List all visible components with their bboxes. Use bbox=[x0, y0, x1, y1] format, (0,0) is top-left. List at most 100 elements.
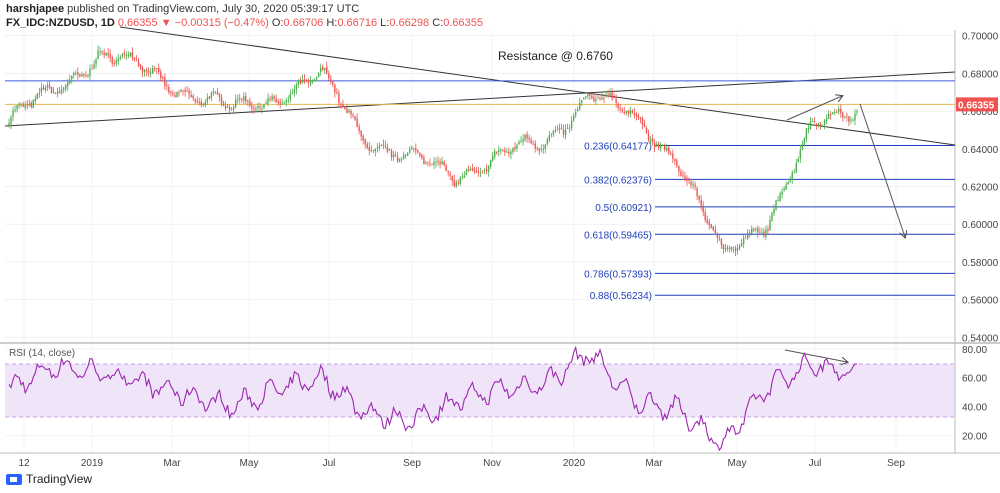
candle-body bbox=[538, 148, 540, 151]
candle-body bbox=[42, 87, 45, 90]
candle-body bbox=[386, 146, 389, 152]
candle-body bbox=[247, 100, 249, 102]
candle-body bbox=[746, 232, 749, 239]
candle-body bbox=[712, 226, 715, 231]
candle-body bbox=[502, 149, 504, 151]
candle-body bbox=[599, 98, 601, 99]
candle-body bbox=[730, 247, 733, 250]
candle-body bbox=[352, 114, 354, 116]
candle-body bbox=[475, 170, 478, 173]
candle-body bbox=[220, 97, 223, 104]
candle-body bbox=[350, 110, 352, 115]
axes: 0.70000 0.68000 0.66000 0.64000 0.62000 0.600… bbox=[18, 32, 998, 469]
candle-body bbox=[601, 97, 603, 100]
candle-body bbox=[263, 103, 265, 109]
candle-body bbox=[740, 243, 743, 247]
candle-body bbox=[653, 142, 656, 148]
candle-body bbox=[261, 108, 263, 110]
candle-body bbox=[633, 112, 636, 115]
candle-body bbox=[506, 151, 508, 153]
candle-body bbox=[639, 117, 642, 119]
candle-body bbox=[751, 228, 753, 234]
price-tick-label: 0.60000 bbox=[962, 220, 999, 231]
candle-body bbox=[819, 123, 822, 127]
candle-body bbox=[643, 124, 646, 127]
tradingview-mark-icon bbox=[6, 473, 22, 485]
candle-body bbox=[164, 77, 166, 86]
candle-body bbox=[83, 74, 85, 76]
candle-body bbox=[121, 54, 124, 57]
candle-body bbox=[222, 103, 225, 106]
candle-body bbox=[259, 106, 261, 109]
ohlc-legend: FX_IDC:NZDUSD, 1D 0.66355 ▼ −0.00315 (−0… bbox=[6, 17, 483, 29]
candle-body bbox=[526, 134, 528, 139]
candle-body bbox=[704, 212, 706, 221]
candle-body bbox=[75, 73, 77, 74]
candle-body bbox=[736, 247, 739, 251]
candle-body bbox=[589, 94, 591, 97]
author-name[interactable]: harshjapee bbox=[6, 3, 65, 15]
candle-body bbox=[368, 147, 370, 151]
candle-body bbox=[239, 98, 241, 100]
candle-body bbox=[145, 69, 148, 72]
candle-body bbox=[465, 169, 468, 176]
candle-body bbox=[303, 79, 306, 80]
low-value: 0.66298 bbox=[389, 17, 430, 29]
candle-body bbox=[510, 151, 512, 155]
candle-body bbox=[206, 97, 209, 103]
candle-body bbox=[141, 68, 144, 72]
candle-body bbox=[574, 112, 577, 116]
candle-body bbox=[186, 90, 188, 92]
candle-body bbox=[789, 178, 791, 182]
resistance-annotation[interactable]: Resistance @ 0.6760 bbox=[498, 49, 613, 63]
candle-body bbox=[36, 93, 39, 99]
candle-body bbox=[666, 148, 668, 151]
candle-body bbox=[690, 181, 692, 186]
candle-body bbox=[696, 187, 698, 197]
candle-body bbox=[8, 122, 10, 125]
candle-body bbox=[615, 98, 617, 103]
candle-body bbox=[530, 140, 532, 144]
candle-body bbox=[522, 138, 524, 142]
candle-body bbox=[489, 159, 492, 167]
candle-body bbox=[307, 81, 310, 83]
candle-body bbox=[783, 188, 785, 191]
candle-body bbox=[688, 179, 690, 181]
symbol-name[interactable]: FX_IDC:NZDUSD, 1D bbox=[6, 17, 115, 29]
tradingview-logo[interactable]: TradingView bbox=[6, 472, 92, 486]
candle-body bbox=[781, 191, 783, 195]
candle-body bbox=[645, 127, 648, 133]
close-value: 0.66355 bbox=[443, 17, 483, 29]
candle-body bbox=[676, 160, 678, 166]
candle-body bbox=[425, 162, 427, 164]
candle-body bbox=[433, 161, 435, 166]
candle-body bbox=[52, 92, 55, 93]
drawings: 0.236(0.64177) 0.382(0.62376) 0.5(0.60921)… bbox=[4, 26, 956, 362]
candle-body bbox=[326, 66, 328, 74]
candle-body bbox=[542, 148, 545, 150]
candle-body bbox=[54, 93, 57, 95]
candle-body bbox=[477, 172, 480, 173]
candle-body bbox=[69, 79, 71, 84]
candle-body bbox=[611, 92, 613, 99]
candle-body bbox=[267, 97, 269, 104]
price-tick-label: 0.62000 bbox=[962, 183, 999, 194]
candle-body bbox=[158, 67, 160, 72]
time-tick-label: May bbox=[728, 458, 747, 469]
candle-body bbox=[694, 184, 696, 187]
candle-body bbox=[382, 144, 385, 146]
rsi-line bbox=[8, 345, 857, 452]
candle-body bbox=[192, 95, 194, 99]
candle-body bbox=[504, 150, 506, 152]
candle-body bbox=[692, 184, 694, 186]
candle-body bbox=[356, 118, 358, 127]
candle-body bbox=[321, 66, 324, 70]
last-price: 0.66355 bbox=[117, 17, 158, 29]
candle-body bbox=[714, 229, 717, 234]
candle-body bbox=[536, 147, 538, 149]
candle-body bbox=[627, 110, 630, 114]
candle-body bbox=[769, 219, 771, 231]
candle-body bbox=[637, 115, 640, 119]
candle-body bbox=[532, 143, 534, 145]
